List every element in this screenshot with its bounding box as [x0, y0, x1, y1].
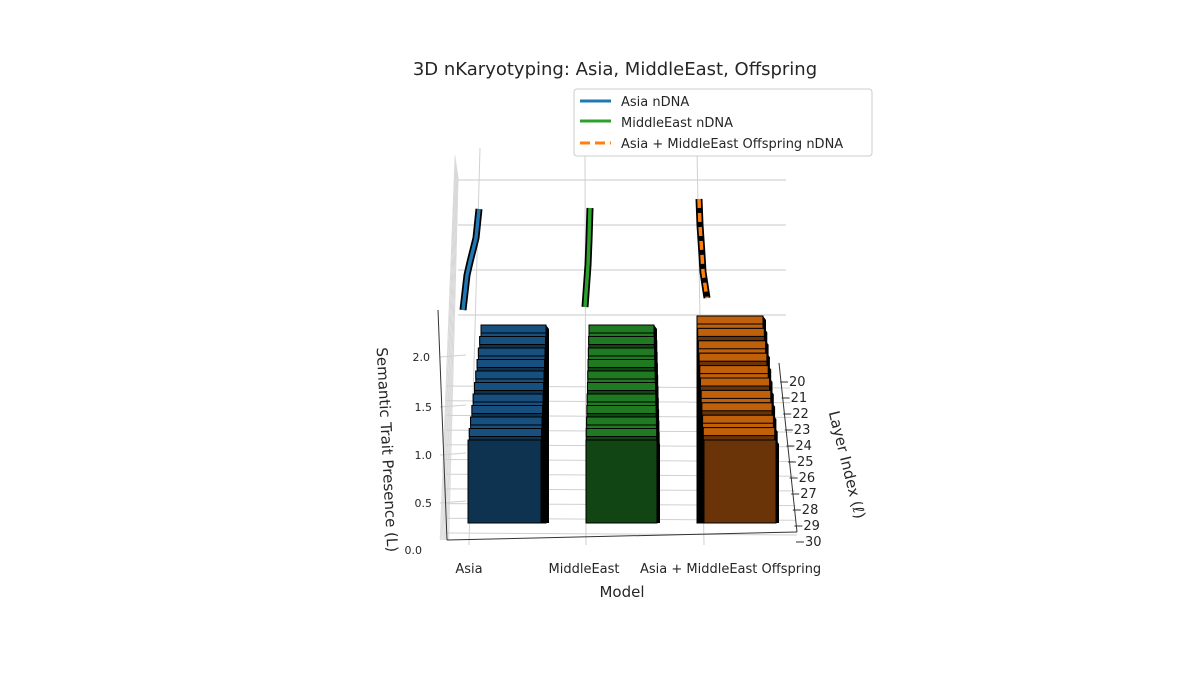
layer-tick-label: 28 — [802, 503, 819, 518]
bar-top-face — [586, 405, 657, 414]
layer-tick-label: 21 — [791, 391, 808, 406]
bar-top-face — [587, 382, 656, 391]
grid-line — [441, 158, 456, 541]
legend-label: Asia nDNA — [621, 95, 689, 110]
grid-line — [446, 170, 458, 541]
z-tick-label: 1.5 — [415, 401, 433, 414]
bar-top-face — [471, 405, 543, 414]
grid-line — [439, 404, 467, 408]
bar-layer-30 — [703, 439, 777, 524]
x-tick-label: MiddleEast — [549, 562, 620, 577]
x-tick-label: Asia + MiddleEast Offspring — [640, 562, 821, 577]
bar-top-face — [587, 359, 656, 368]
grid-line — [448, 176, 459, 541]
z-tick-label: 0.5 — [415, 497, 433, 510]
series-lines — [459, 198, 711, 311]
bar-top-face — [480, 324, 547, 334]
grid-line — [439, 500, 467, 504]
series-line-2 — [697, 198, 709, 299]
legend-label: Asia + MiddleEast Offspring nDNA — [621, 137, 843, 152]
grid-line — [443, 164, 457, 541]
layer-tick-label: 25 — [797, 455, 814, 470]
z-tick-label: 0.0 — [405, 544, 423, 557]
layer-tick-label: 20 — [789, 375, 806, 390]
series-line-1 — [583, 207, 592, 308]
z-tick-label: 1.0 — [415, 449, 433, 462]
bar-top-face — [698, 352, 768, 362]
layer-axis-label: Layer Index (ℓ) — [825, 409, 869, 521]
bar-top-face — [696, 315, 764, 325]
chart-title: 3D nKaryotyping: Asia, MiddleEast, Offsp… — [413, 59, 817, 80]
layer-tick-label: 30 — [805, 535, 822, 550]
bar-top-face — [587, 370, 656, 380]
bar-top-face — [586, 393, 657, 403]
bar-top-face — [700, 377, 770, 387]
grid-line — [444, 166, 458, 541]
x-axis: Asia MiddleEast Asia + MiddleEast Offspr… — [455, 562, 821, 601]
grid-line — [447, 174, 459, 541]
series-line-0 — [461, 208, 481, 311]
bar-top-face — [697, 327, 765, 337]
bars — [467, 315, 779, 524]
layer-tick-label: 23 — [794, 423, 811, 438]
bar-side-face — [541, 440, 544, 523]
legend: Asia nDNA MiddleEast nDNA Asia + MiddleE… — [573, 88, 873, 157]
x-axis-line — [446, 531, 798, 541]
bar-top-face — [474, 382, 544, 391]
bar-top-face — [701, 402, 773, 412]
layer-tick-label: 24 — [795, 439, 812, 454]
bar-top-face — [477, 347, 546, 357]
bar-top-face — [476, 359, 546, 368]
grid-line — [439, 452, 467, 456]
layer-tick-label: 26 — [799, 471, 816, 486]
bar-top-face — [700, 389, 772, 399]
bar-top-face — [702, 427, 776, 437]
z-axis-line — [437, 309, 448, 541]
bar-layer-30 — [585, 439, 658, 524]
bar-top-face — [468, 428, 542, 437]
bar-top-face — [472, 393, 544, 403]
bar-top-face — [697, 340, 767, 350]
bar-top-face — [588, 324, 655, 334]
grid-line — [440, 156, 456, 541]
bar-top-face — [586, 416, 657, 426]
legend-label: MiddleEast nDNA — [621, 116, 733, 131]
layer-tick-label: 22 — [792, 407, 809, 422]
bar-layer-30 — [467, 439, 542, 524]
layer-tick-label: 27 — [800, 487, 817, 502]
z-axis-label: Semantic Trait Presence (L) — [373, 347, 402, 553]
bar-side-face — [776, 440, 779, 523]
bar-top-face — [588, 336, 655, 345]
bar-top-face — [699, 365, 769, 375]
bar-top-face — [479, 336, 547, 345]
bar-top-face — [587, 347, 656, 357]
grid-line — [445, 168, 458, 541]
bar-top-face — [702, 414, 774, 424]
x-tick-label: Asia — [455, 562, 482, 577]
bar-top-face — [470, 416, 543, 426]
grid-line — [439, 354, 467, 358]
bar-side-face — [657, 440, 660, 523]
bar-top-face — [585, 428, 658, 437]
z-tick-label: 2.0 — [413, 351, 431, 364]
bar-top-face — [475, 370, 545, 380]
layer-tick-label: 29 — [803, 519, 820, 534]
grid-line — [445, 532, 798, 536]
grid-line — [442, 162, 457, 541]
layer-axis-line — [778, 362, 798, 533]
grid-line — [439, 154, 456, 541]
x-axis-label: Model — [599, 583, 644, 601]
z-axis: 0.0 0.5 1.0 1.5 2.0 Semantic Trait Prese… — [373, 347, 432, 557]
